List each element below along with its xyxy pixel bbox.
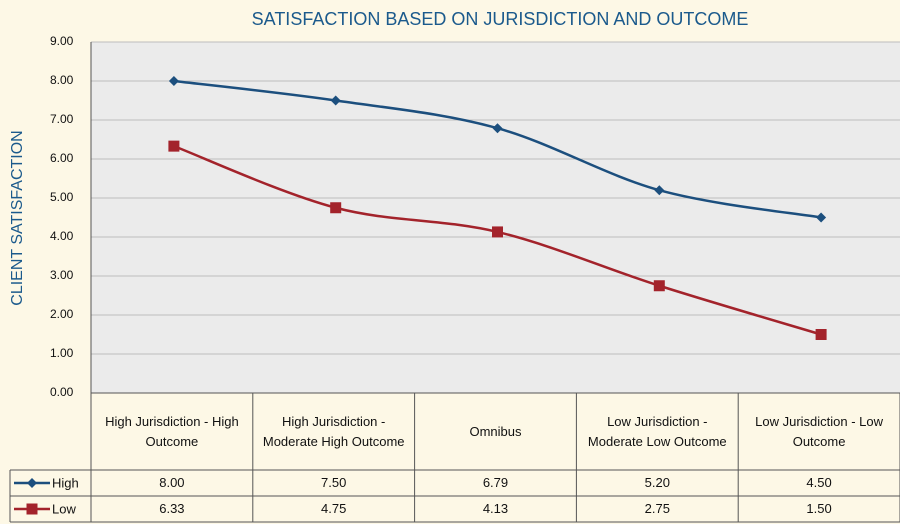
x-tick-label-box: High Jurisdiction - Moderate High Outcom…	[262, 413, 405, 449]
data-point	[168, 76, 179, 86]
data-point	[330, 202, 342, 214]
value-label: 5.20	[644, 475, 670, 490]
data-point	[816, 212, 827, 223]
x-tick-label-box: Low Jurisdiction - Moderate Low Outcome	[587, 413, 727, 449]
x-tick-label: Omnibus	[469, 423, 522, 439]
legend-marker	[27, 478, 37, 488]
plot-area	[91, 42, 900, 393]
y-tick-label: 9.00	[50, 34, 74, 48]
value-label-box: 4.50	[806, 475, 832, 490]
data-point	[815, 329, 827, 340]
data-point	[168, 140, 180, 152]
value-label-box: 5.20	[644, 475, 670, 490]
y-tick-label: 7.00	[50, 112, 74, 126]
y-axis-label: CLIENT SATISFACTION	[9, 130, 26, 305]
value-label: 4.50	[806, 475, 832, 490]
data-point	[654, 185, 665, 196]
y-tick-label: 6.00	[50, 151, 74, 165]
y-tick-label: 8.00	[50, 73, 74, 87]
data-point	[492, 226, 503, 238]
y-tick-label: 5.00	[50, 190, 74, 204]
value-label-box: 8.00	[159, 475, 185, 490]
value-label-box: 7.50	[321, 475, 347, 490]
value-label: 4.13	[482, 501, 509, 516]
value-label: 6.79	[482, 475, 509, 490]
data-point	[653, 280, 665, 292]
value-label: 4.75	[321, 501, 347, 516]
value-label-box: 6.33	[159, 501, 185, 516]
value-label: 6.33	[159, 501, 185, 516]
x-tick-label: Low Jurisdiction - Low Outcome	[755, 413, 884, 449]
y-tick-label: 3.00	[50, 268, 74, 282]
value-label-box: 6.79	[482, 475, 509, 490]
y-tick-label: 0.00	[50, 385, 74, 399]
legend-marker	[26, 503, 38, 515]
x-tick-label-box: High Jurisdiction - High Outcome	[105, 413, 239, 449]
value-label-box: 2.75	[644, 501, 670, 516]
value-label: 1.50	[806, 501, 832, 516]
x-tick-label-box: Omnibus	[469, 423, 522, 439]
legend-label: High	[52, 475, 79, 490]
value-label-box: 4.75	[321, 501, 347, 516]
value-label-box: 1.50	[806, 501, 832, 516]
value-label-box: 4.13	[482, 501, 509, 516]
legend-label: Low	[52, 501, 76, 516]
x-tick-label: High Jurisdiction - High Outcome	[105, 413, 239, 449]
x-tick-label-box: Low Jurisdiction - Low Outcome	[755, 413, 884, 449]
x-tick-label: High Jurisdiction - Moderate High Outcom…	[262, 413, 405, 449]
y-tick-label: 1.00	[50, 346, 74, 360]
y-tick-label: 4.00	[50, 229, 74, 243]
x-tick-label: Low Jurisdiction - Moderate Low Outcome	[587, 413, 727, 449]
value-label: 7.50	[321, 475, 347, 490]
value-label: 8.00	[159, 475, 185, 490]
chart-title: SATISFACTION BASED ON JURISDICTION AND O…	[252, 9, 749, 29]
data-point	[492, 123, 503, 134]
data-point	[330, 95, 341, 106]
y-tick-label: 2.00	[50, 307, 74, 321]
value-label: 2.75	[644, 501, 670, 516]
